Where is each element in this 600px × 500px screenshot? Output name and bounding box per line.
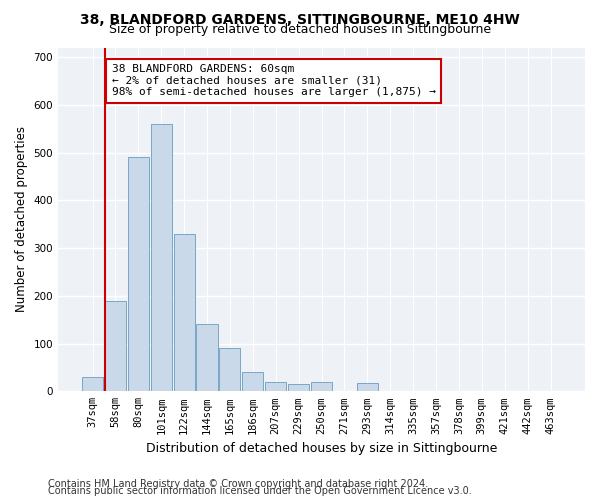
Text: Size of property relative to detached houses in Sittingbourne: Size of property relative to detached ho… [109,24,491,36]
Bar [173,234,194,392]
Bar [105,300,126,392]
X-axis label: Distribution of detached houses by size in Sittingbourne: Distribution of detached houses by size … [146,442,497,455]
Bar [357,382,378,392]
Y-axis label: Number of detached properties: Number of detached properties [15,126,28,312]
Bar [128,158,149,392]
Bar [220,348,241,392]
Text: 38 BLANDFORD GARDENS: 60sqm
← 2% of detached houses are smaller (31)
98% of semi: 38 BLANDFORD GARDENS: 60sqm ← 2% of deta… [112,64,436,98]
Bar [151,124,172,392]
Text: Contains public sector information licensed under the Open Government Licence v3: Contains public sector information licen… [48,486,472,496]
Text: Contains HM Land Registry data © Crown copyright and database right 2024.: Contains HM Land Registry data © Crown c… [48,479,428,489]
Text: 38, BLANDFORD GARDENS, SITTINGBOURNE, ME10 4HW: 38, BLANDFORD GARDENS, SITTINGBOURNE, ME… [80,12,520,26]
Bar [242,372,263,392]
Bar [288,384,309,392]
Bar [82,377,103,392]
Bar [196,324,218,392]
Bar [311,382,332,392]
Bar [265,382,286,392]
